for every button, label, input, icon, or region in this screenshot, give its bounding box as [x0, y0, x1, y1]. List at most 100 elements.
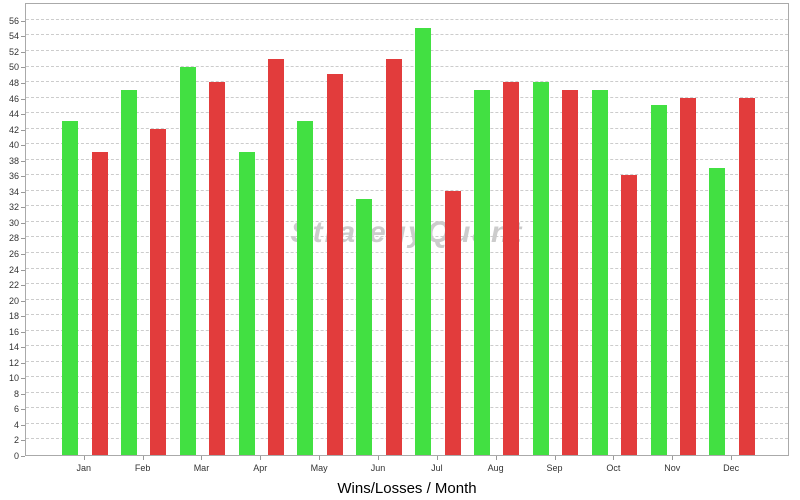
y-tick-label-36: 36 — [8, 171, 19, 182]
y-tick-mark-44 — [21, 114, 25, 116]
y-tick-mark-26 — [21, 253, 25, 255]
x-tick-label-jun: Jun — [370, 463, 386, 473]
y-tick-label-20: 20 — [8, 295, 19, 306]
y-tick-mark-40 — [21, 145, 25, 147]
bar-wins-jan — [62, 120, 78, 455]
y-tick-mark-2 — [21, 440, 25, 442]
y-tick-mark-8 — [21, 393, 25, 395]
y-tick-mark-18 — [21, 316, 25, 318]
x-tick-label-aug: Aug — [487, 463, 504, 473]
bar-wins-nov — [650, 105, 667, 455]
chart-title: Wins/Losses / Month — [337, 480, 477, 497]
bar-losses-oct — [621, 175, 638, 455]
y-tick-label-8: 8 — [13, 388, 19, 399]
bar-wins-oct — [591, 89, 608, 455]
gridline-y56 — [26, 18, 788, 20]
bar-wins-mar — [179, 66, 196, 455]
bar-losses-dec — [738, 97, 755, 455]
x-tick-mark-jan — [83, 456, 85, 460]
x-tick-label-oct: Oct — [606, 463, 621, 473]
y-tick-label-44: 44 — [8, 109, 19, 120]
y-tick-label-40: 40 — [8, 140, 19, 151]
gridline-y8 — [26, 391, 788, 393]
gridline-y2 — [26, 438, 788, 440]
gridline-y6 — [26, 407, 788, 409]
gridline-y4 — [26, 422, 788, 424]
bar-losses-jul — [444, 190, 461, 455]
x-tick-mark-jun — [378, 456, 379, 460]
gridline-y12 — [26, 360, 788, 362]
gridline-y52 — [26, 49, 788, 51]
y-tick-label-46: 46 — [8, 93, 19, 104]
y-tick-mark-36 — [21, 176, 25, 178]
bar-wins-sep — [532, 82, 549, 455]
gridline-y38 — [26, 158, 788, 160]
bar-wins-jul — [415, 27, 432, 455]
gridline-y10 — [26, 376, 788, 378]
y-tick-mark-4 — [21, 424, 25, 426]
bar-losses-jun — [385, 58, 402, 455]
bar-losses-sep — [562, 89, 579, 455]
y-tick-mark-56 — [21, 20, 25, 22]
y-tick-mark-22 — [21, 285, 25, 287]
gridline-y42 — [26, 127, 788, 129]
x-tick-label-dec: Dec — [723, 463, 740, 473]
x-tick-label-sep: Sep — [546, 463, 563, 473]
y-tick-mark-14 — [21, 347, 25, 349]
y-tick-label-12: 12 — [8, 357, 19, 368]
y-tick-mark-0 — [21, 456, 25, 457]
y-tick-label-16: 16 — [8, 326, 19, 337]
y-tick-mark-54 — [21, 36, 25, 38]
y-tick-mark-16 — [21, 331, 25, 333]
y-tick-mark-24 — [21, 269, 25, 271]
x-tick-label-may: May — [310, 463, 328, 473]
gridline-y40 — [26, 143, 788, 145]
bar-wins-jun — [356, 198, 373, 455]
y-tick-label-38: 38 — [8, 155, 19, 166]
gridline-y24 — [26, 267, 788, 269]
gridline-y46 — [26, 96, 788, 98]
y-tick-mark-48 — [21, 83, 25, 85]
y-tick-label-52: 52 — [8, 46, 19, 57]
y-tick-mark-34 — [21, 191, 25, 193]
y-tick-label-10: 10 — [8, 373, 19, 384]
gridline-y22 — [26, 283, 788, 285]
y-tick-label-32: 32 — [8, 202, 19, 213]
gridline-y44 — [26, 112, 788, 114]
y-tick-mark-6 — [21, 409, 25, 411]
gridline-y48 — [26, 81, 788, 83]
x-tick-mark-may — [319, 456, 321, 460]
y-tick-mark-10 — [21, 378, 25, 380]
y-tick-mark-52 — [21, 51, 25, 53]
y-tick-label-30: 30 — [8, 217, 19, 228]
bar-losses-aug — [503, 82, 520, 455]
x-tick-mark-feb — [142, 456, 144, 460]
y-tick-mark-30 — [21, 222, 25, 224]
y-tick-mark-50 — [21, 67, 25, 69]
y-tick-label-54: 54 — [8, 31, 19, 42]
y-tick-label-14: 14 — [8, 342, 19, 353]
gridline-y30 — [26, 220, 788, 222]
y-tick-mark-46 — [21, 98, 25, 100]
x-tick-mark-nov — [672, 456, 674, 460]
y-tick-mark-42 — [21, 129, 25, 131]
bar-wins-aug — [473, 89, 490, 455]
bar-wins-may — [297, 120, 314, 455]
bar-losses-apr — [268, 58, 285, 455]
gridline-y20 — [26, 298, 788, 300]
x-tick-label-mar: Mar — [193, 463, 210, 473]
x-tick-mark-aug — [495, 456, 497, 460]
y-tick-label-34: 34 — [8, 186, 19, 197]
x-tick-label-feb: Feb — [134, 463, 151, 473]
x-tick-mark-mar — [201, 456, 203, 460]
y-tick-label-4: 4 — [13, 419, 19, 430]
x-tick-label-jul: Jul — [431, 463, 443, 473]
x-tick-mark-jul — [436, 456, 438, 460]
gridline-y54 — [26, 34, 788, 36]
x-tick-label-apr: Apr — [253, 463, 268, 473]
gridline-y14 — [26, 345, 788, 347]
gridline-y34 — [26, 189, 788, 191]
gridline-y32 — [26, 205, 788, 207]
y-tick-mark-32 — [21, 207, 25, 209]
